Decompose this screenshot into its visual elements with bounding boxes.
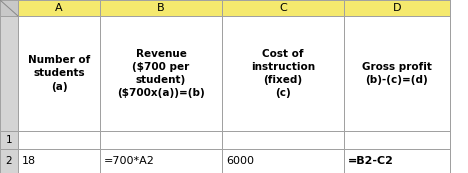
Bar — [0, 0, 18, 16]
Text: Gross profit
(b)-(c)=(d): Gross profit (b)-(c)=(d) — [362, 62, 432, 85]
Bar — [222, 149, 344, 173]
Bar — [100, 131, 222, 149]
Text: 6000: 6000 — [226, 156, 254, 166]
Bar — [222, 0, 344, 16]
Text: Cost of
instruction
(fixed)
(c): Cost of instruction (fixed) (c) — [251, 49, 315, 98]
Bar — [222, 131, 344, 149]
Bar — [18, 131, 100, 149]
Bar — [0, 131, 18, 149]
Text: D: D — [393, 3, 401, 13]
Text: C: C — [279, 3, 287, 13]
Bar — [100, 16, 222, 131]
Bar — [344, 0, 450, 16]
Text: A: A — [55, 3, 63, 13]
Text: =B2-C2: =B2-C2 — [348, 156, 394, 166]
Text: 18: 18 — [22, 156, 36, 166]
Bar — [0, 149, 18, 173]
Bar — [344, 131, 450, 149]
Text: Revenue
($700 per
student)
($700x(a))=(b): Revenue ($700 per student) ($700x(a))=(b… — [117, 49, 205, 98]
Bar — [18, 149, 100, 173]
Bar — [18, 16, 100, 131]
Bar — [18, 0, 100, 16]
Text: 2: 2 — [6, 156, 12, 166]
Bar — [344, 149, 450, 173]
Text: Number of
students
(a): Number of students (a) — [28, 55, 90, 92]
Bar — [344, 16, 450, 131]
Text: B: B — [157, 3, 165, 13]
Bar — [222, 16, 344, 131]
Bar — [100, 0, 222, 16]
Text: =700*A2: =700*A2 — [104, 156, 155, 166]
Bar — [100, 149, 222, 173]
Text: 1: 1 — [6, 135, 12, 145]
Bar — [0, 16, 18, 131]
